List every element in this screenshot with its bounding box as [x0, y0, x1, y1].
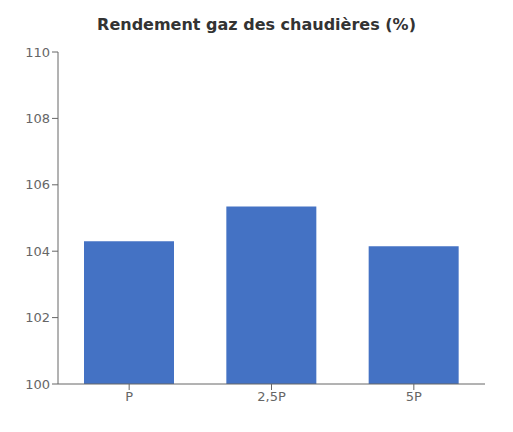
svg-text:108: 108 — [25, 111, 50, 126]
html-text:Rendement gaz des chaudières (: Rendement gaz des chaudières (%) — [97, 15, 416, 34]
svg-text:5P: 5P — [406, 389, 422, 404]
svg-text:2,5P: 2,5P — [257, 389, 286, 404]
svg-text:P: P — [125, 389, 133, 404]
svg-text:104: 104 — [25, 244, 50, 259]
svg-text:100: 100 — [25, 377, 50, 392]
svg-text:106: 106 — [25, 177, 50, 192]
svg-text:110: 110 — [25, 45, 50, 60]
svg-text:102: 102 — [25, 310, 50, 325]
